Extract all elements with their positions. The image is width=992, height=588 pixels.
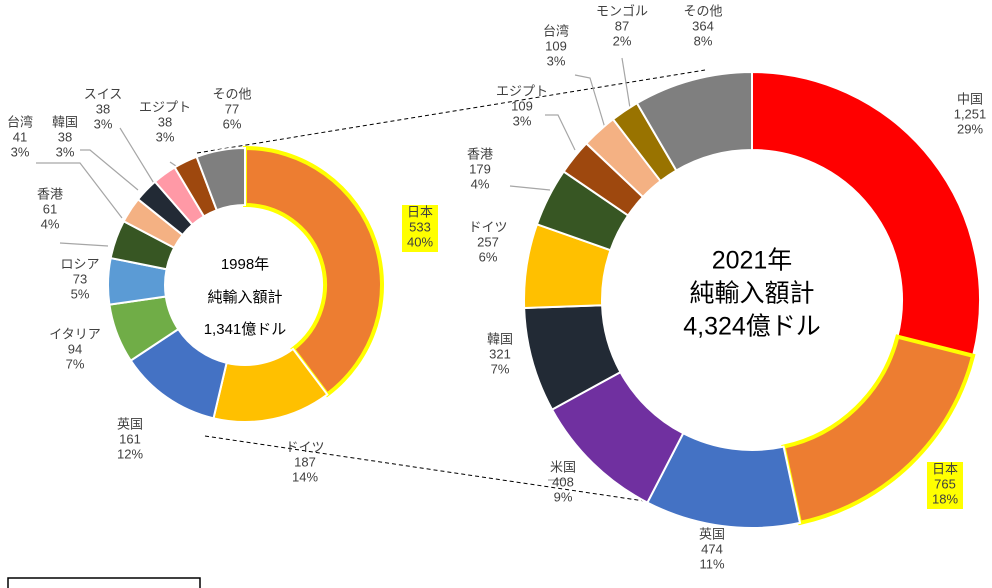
connector: [204, 435, 706, 511]
label-highlight: [927, 462, 963, 509]
segment-percent: 9%: [554, 489, 573, 504]
segment-name: 米国: [550, 459, 576, 474]
segment-name: 香港: [467, 146, 493, 161]
segment-name: ドイツ: [285, 439, 324, 454]
segment-value: 94: [68, 341, 82, 356]
segment-name: イタリア: [49, 326, 100, 341]
segment-percent: 40%: [407, 234, 433, 249]
segment-value: 408: [552, 474, 574, 489]
label-highlight: [402, 205, 438, 252]
donut-segment: [635, 70, 753, 172]
segment-value: 61: [43, 201, 57, 216]
segment-percent: 3%: [513, 113, 532, 128]
segment-name: 中国: [957, 91, 983, 106]
segment-name: スイス: [84, 86, 123, 101]
segment-value: 179: [469, 161, 491, 176]
donut-segment: [243, 145, 384, 398]
segment-percent: 3%: [56, 144, 75, 159]
segment-percent: 7%: [66, 356, 85, 371]
segment-percent: 4%: [41, 216, 60, 231]
segment-percent: 3%: [156, 129, 175, 144]
segment-value: 533: [409, 219, 431, 234]
segment-value: 38: [96, 101, 110, 116]
donut-segment: [751, 70, 981, 357]
donut-segment: [195, 146, 246, 212]
segment-value: 161: [119, 431, 141, 446]
segment-name: 台湾: [543, 23, 569, 38]
segment-percent: 8%: [694, 33, 713, 48]
segment-value: 1,251: [954, 106, 987, 121]
segment-value: 109: [545, 38, 567, 53]
connector: [196, 69, 706, 154]
segment-name: その他: [683, 3, 722, 18]
segment-name: 香港: [37, 186, 63, 201]
segment-percent: 14%: [292, 469, 318, 484]
segment-name: 英国: [117, 416, 143, 431]
segment-name: エジプト: [139, 99, 191, 114]
segment-name: ロシア: [60, 256, 99, 271]
center-text: 純輸入額計: [207, 289, 282, 306]
segment-value: 87: [615, 18, 629, 33]
segment-value: 109: [511, 98, 533, 113]
segment-percent: 7%: [491, 361, 510, 376]
segment-value: 474: [701, 541, 723, 556]
center-text: 1998年: [221, 256, 269, 273]
segment-value: 364: [692, 18, 714, 33]
segment-name: 韓国: [52, 114, 78, 129]
segment-value: 765: [934, 476, 956, 491]
segment-value: 73: [73, 271, 87, 286]
segment-percent: 6%: [223, 116, 242, 131]
segment-name: 日本: [932, 461, 958, 476]
segment-value: 38: [58, 129, 72, 144]
segment-name: 英国: [699, 526, 725, 541]
segment-value: 257: [477, 234, 499, 249]
leader-lines: [36, 57, 631, 481]
segment-percent: 29%: [957, 121, 983, 136]
segment-percent: 12%: [117, 446, 143, 461]
segment-value: 38: [158, 114, 172, 129]
segment-percent: 6%: [479, 249, 498, 264]
segment-name: エジプト: [496, 83, 548, 98]
segment-percent: 11%: [699, 556, 724, 571]
segment-name: その他: [212, 86, 251, 101]
center-text: 4,324億ドル: [683, 313, 821, 341]
segment-percent: 3%: [94, 116, 113, 131]
box: [7, 577, 201, 588]
center-text: 1,341億ドル: [204, 321, 287, 338]
segment-name: 日本: [407, 204, 433, 219]
segment-value: 77: [225, 101, 239, 116]
segment-percent: 2%: [613, 33, 632, 48]
segment-percent: 3%: [11, 144, 30, 159]
center-text: 2021年: [712, 247, 793, 275]
segment-name: 韓国: [487, 331, 513, 346]
segment-value: 187: [294, 454, 316, 469]
segment-name: モンゴル: [596, 3, 648, 18]
segment-value: 321: [489, 346, 511, 361]
segment-percent: 5%: [71, 286, 90, 301]
segment-name: 台湾: [7, 114, 33, 129]
segment-percent: 18%: [932, 491, 958, 506]
center-text: 純輸入額計: [689, 280, 814, 308]
segment-value: 41: [13, 129, 27, 144]
segment-percent: 4%: [471, 176, 490, 191]
segment-percent: 3%: [547, 53, 566, 68]
segment-name: ドイツ: [468, 219, 507, 234]
